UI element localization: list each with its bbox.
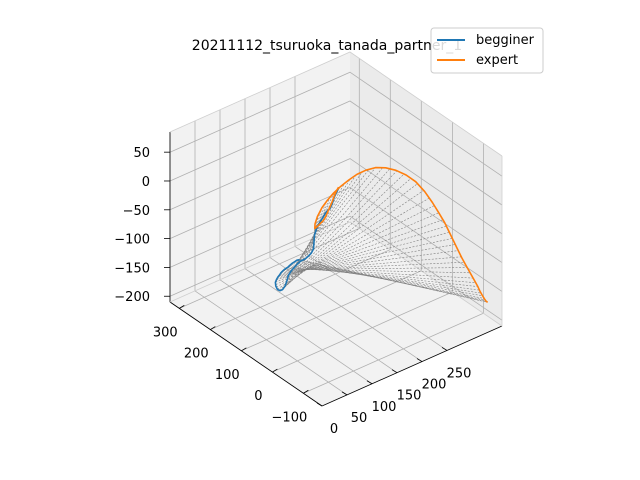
legend-label-expert: expert <box>476 53 518 68</box>
legend-label-begginer: begginer <box>476 33 535 48</box>
y-tick-label: 200 <box>422 378 447 393</box>
connector-line <box>287 167 376 279</box>
top-edge <box>169 51 503 157</box>
x-tick-label: 100 <box>215 368 240 383</box>
y-tick-mark <box>341 391 348 396</box>
y-tick-label: 50 <box>351 411 368 426</box>
series-line-expert <box>313 166 489 303</box>
grid-line-z <box>169 158 503 263</box>
floor-edge <box>169 221 503 327</box>
grid-line-z <box>169 215 503 321</box>
x-tick-mark <box>179 305 185 309</box>
connector-line <box>288 169 370 275</box>
chart-title: 20211112_tsuruoka_tanada_partner_1 <box>192 38 462 54</box>
y-tick-label: 250 <box>447 366 472 381</box>
z-tick-label: 50 <box>133 146 150 161</box>
connector-line <box>282 261 465 271</box>
x-tick-mark <box>241 347 247 352</box>
right-pane <box>350 52 502 326</box>
grid-line-z <box>169 129 503 235</box>
connector-line <box>283 170 398 288</box>
connector-line <box>275 205 435 285</box>
y-tick-mark <box>416 358 423 362</box>
axis-lines <box>169 51 503 407</box>
x-tick-label: 300 <box>153 325 178 340</box>
grid-line-z <box>169 100 503 206</box>
connector-line <box>288 266 478 287</box>
z-tick-label: −50 <box>123 204 150 219</box>
connector-line <box>296 260 486 301</box>
series-line-begginer <box>274 187 340 292</box>
grid-line-z <box>169 71 503 177</box>
x-tick-label: 200 <box>184 347 209 362</box>
series-lines <box>274 166 489 303</box>
x-tick-label: −100 <box>272 410 308 425</box>
connector-line <box>291 263 482 294</box>
y-tick-mark <box>316 402 323 407</box>
legend: begginer expert <box>430 27 544 74</box>
x-tick-label: 0 <box>254 389 262 404</box>
connector-line <box>286 167 383 283</box>
connector-line <box>285 268 471 274</box>
connector-line <box>289 265 480 291</box>
tick-labels: −1000100200300050100150200250500−50−100−… <box>114 146 471 437</box>
z-tick-label: −200 <box>114 290 150 305</box>
x-tick-mark <box>210 326 216 330</box>
connector-line <box>276 197 430 288</box>
connector-line <box>297 259 487 302</box>
y-axis-line <box>321 325 503 407</box>
connector-line <box>292 262 483 297</box>
connector-line <box>299 259 488 303</box>
x-tick-mark <box>303 389 309 394</box>
connector-line <box>284 267 468 270</box>
x-axis-line <box>169 301 323 407</box>
y-tick-label: 150 <box>397 389 422 404</box>
y-tick-mark <box>391 369 398 374</box>
connector-line <box>277 190 424 290</box>
y-tick-label: 100 <box>372 400 397 415</box>
connector-line <box>300 191 335 261</box>
left-pane <box>170 52 350 302</box>
x-tick-mark <box>272 368 278 373</box>
connector-line <box>290 171 363 272</box>
y-tick-mark <box>366 380 373 385</box>
z-tick-label: −100 <box>114 233 150 248</box>
y-tick-label: 0 <box>330 422 338 437</box>
connector-line <box>292 174 357 270</box>
grid-line-z <box>169 186 503 292</box>
connector-line <box>286 267 474 279</box>
z-tick-label: 0 <box>142 175 150 190</box>
connector-line <box>294 261 485 299</box>
y-tick-mark <box>441 347 448 351</box>
z-tick-label: −150 <box>114 261 150 276</box>
